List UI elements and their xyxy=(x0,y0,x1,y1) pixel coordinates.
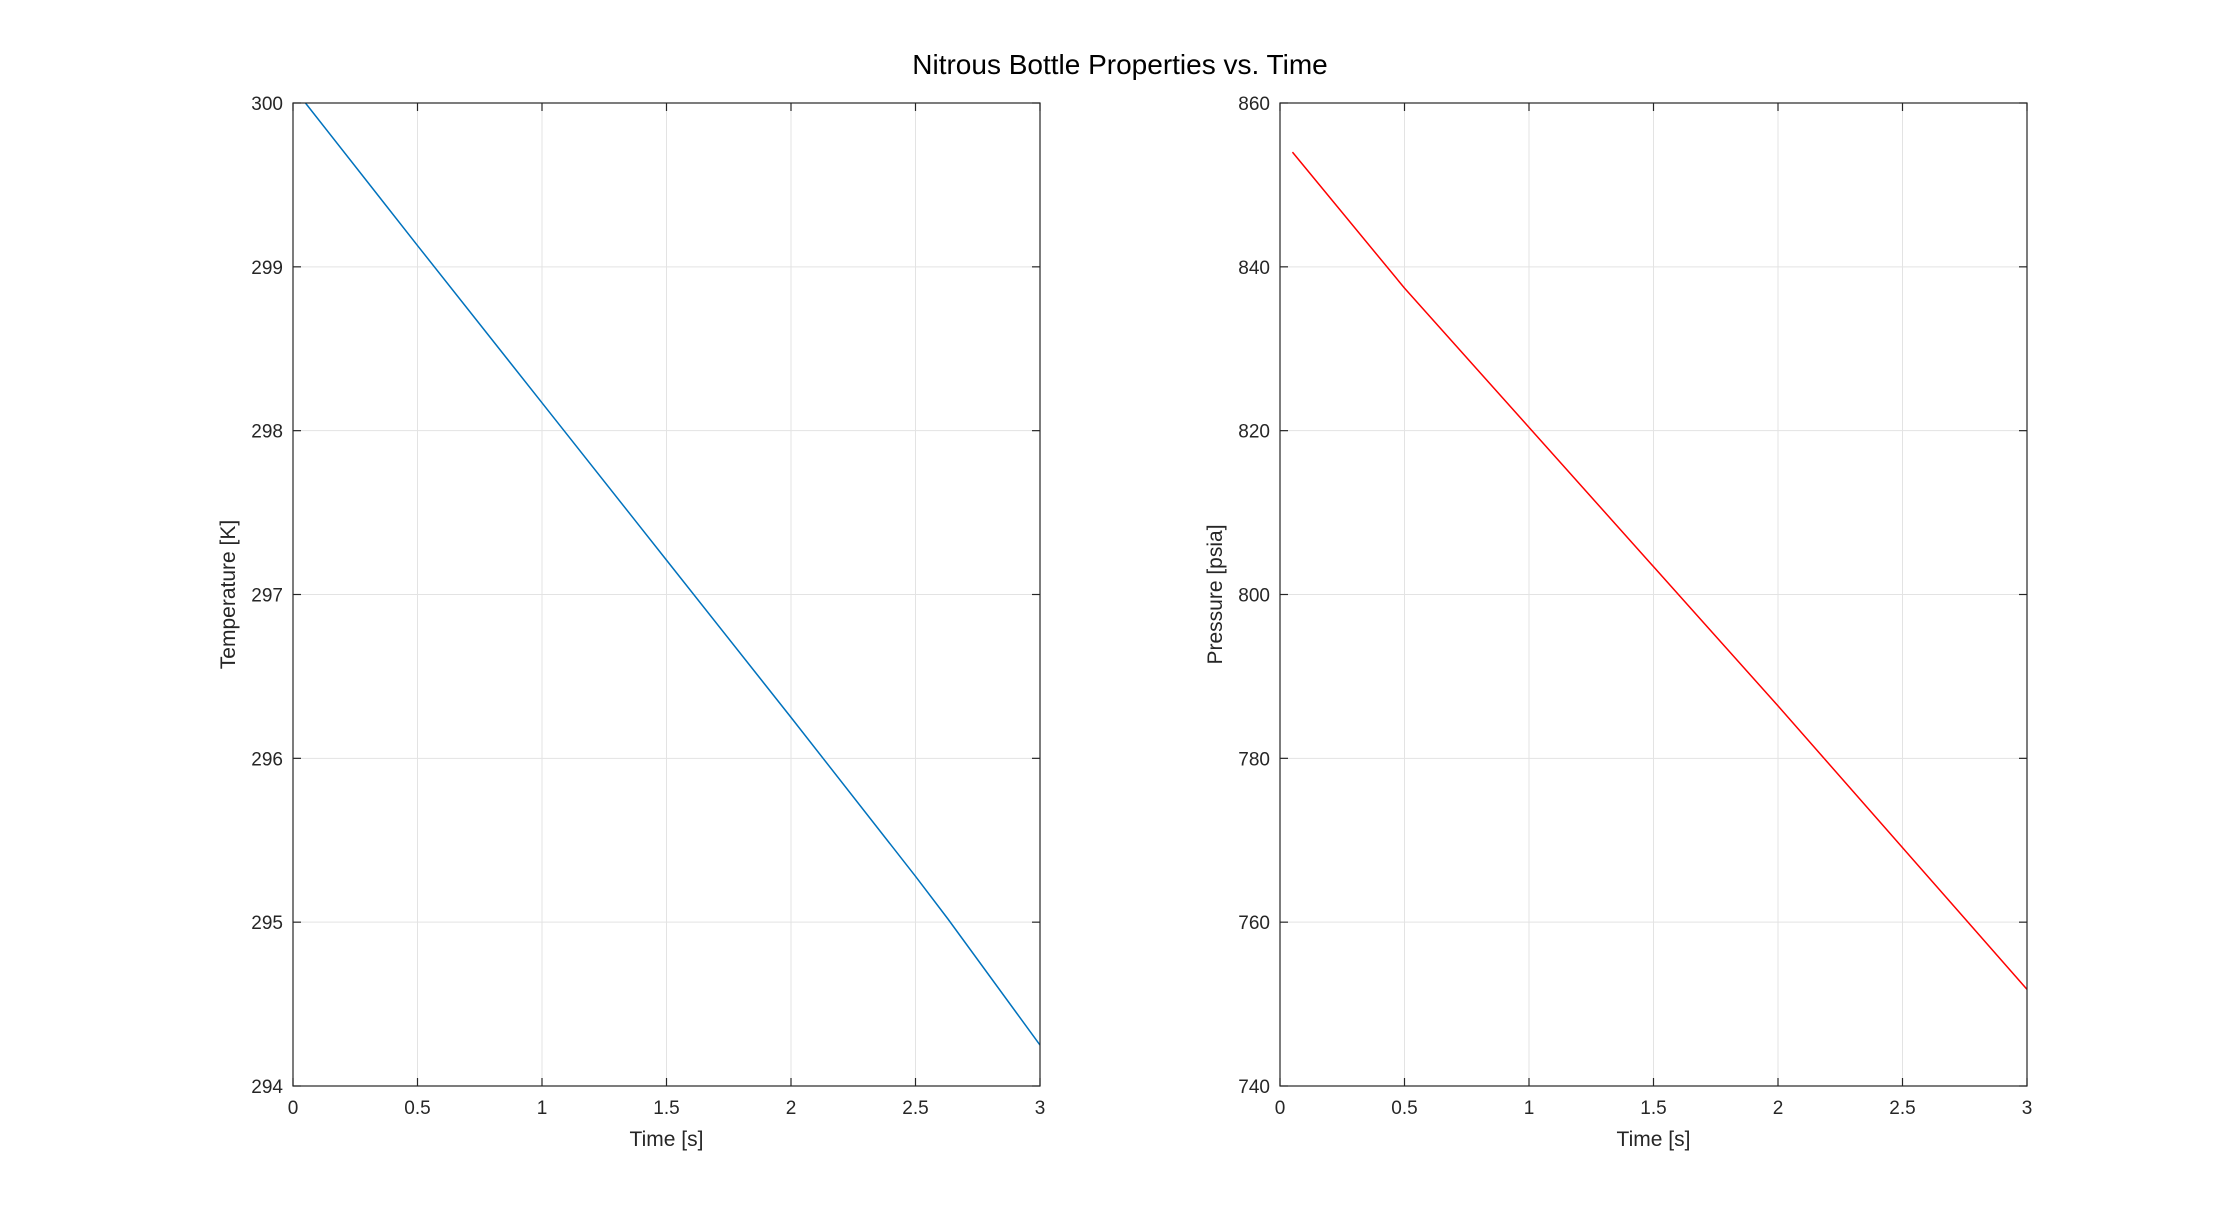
temperature-x-tick-label: 1.5 xyxy=(653,1098,679,1119)
pressure-x-tick-label: 2.5 xyxy=(1889,1098,1915,1119)
temperature-x-tick-label: 2.5 xyxy=(902,1098,928,1119)
figure-title: Nitrous Bottle Properties vs. Time xyxy=(912,49,1327,80)
temperature-y-tick-label: 295 xyxy=(251,913,283,934)
temperature-y-tick-label: 297 xyxy=(251,586,283,607)
pressure-series-line xyxy=(1291,151,2028,990)
temperature-y-tick-label: 296 xyxy=(251,749,283,770)
pressure-y-tick-label: 860 xyxy=(1238,94,1270,115)
temperature-y-tick-label: 299 xyxy=(251,258,283,279)
pressure-y-tick-label: 780 xyxy=(1238,749,1270,770)
pressure-x-tick-label: 0 xyxy=(1275,1098,1286,1119)
pressure-y-tick-label: 740 xyxy=(1238,1077,1270,1098)
pressure-axes: 0 0.5 1 1.5 2 2.5 3 740 760 780 800 820 840 860 Time [… xyxy=(1204,94,2032,1151)
temperature-x-axis-label: Time [s] xyxy=(630,1128,704,1151)
pressure-x-tick-label: 2 xyxy=(1773,1098,1784,1119)
temperature-y-axis-label: Temperature [K] xyxy=(217,520,240,669)
pressure-x-tick-label: 0.5 xyxy=(1391,1098,1417,1119)
pressure-y-tick-label: 760 xyxy=(1238,913,1270,934)
pressure-x-tick-label: 3 xyxy=(2022,1098,2033,1119)
temperature-y-tick-label: 300 xyxy=(251,94,283,115)
temperature-x-tick-label: 1 xyxy=(537,1098,548,1119)
pressure-x-tick-label: 1 xyxy=(1524,1098,1535,1119)
pressure-y-tick-label: 820 xyxy=(1238,422,1270,443)
temperature-x-tick-label: 0.5 xyxy=(404,1098,430,1119)
pressure-y-tick-label: 840 xyxy=(1238,258,1270,279)
pressure-x-axis-label: Time [s] xyxy=(1617,1128,1691,1151)
temperature-series-line xyxy=(304,102,1041,1046)
temperature-x-tick-label: 2 xyxy=(786,1098,797,1119)
temperature-x-tick-label: 0 xyxy=(288,1098,299,1119)
temperature-y-tick-label: 298 xyxy=(251,422,283,443)
temperature-x-tick-label: 3 xyxy=(1035,1098,1046,1119)
pressure-y-tick-label: 800 xyxy=(1238,586,1270,607)
temperature-y-tick-label: 294 xyxy=(251,1077,283,1098)
pressure-x-tick-label: 1.5 xyxy=(1640,1098,1666,1119)
pressure-y-axis-label: Pressure [psia] xyxy=(1204,524,1227,664)
temperature-axes: 0 0.5 1 1.5 2 2.5 3 294 295 296 297 298 299 300 Time [… xyxy=(217,94,1045,1151)
